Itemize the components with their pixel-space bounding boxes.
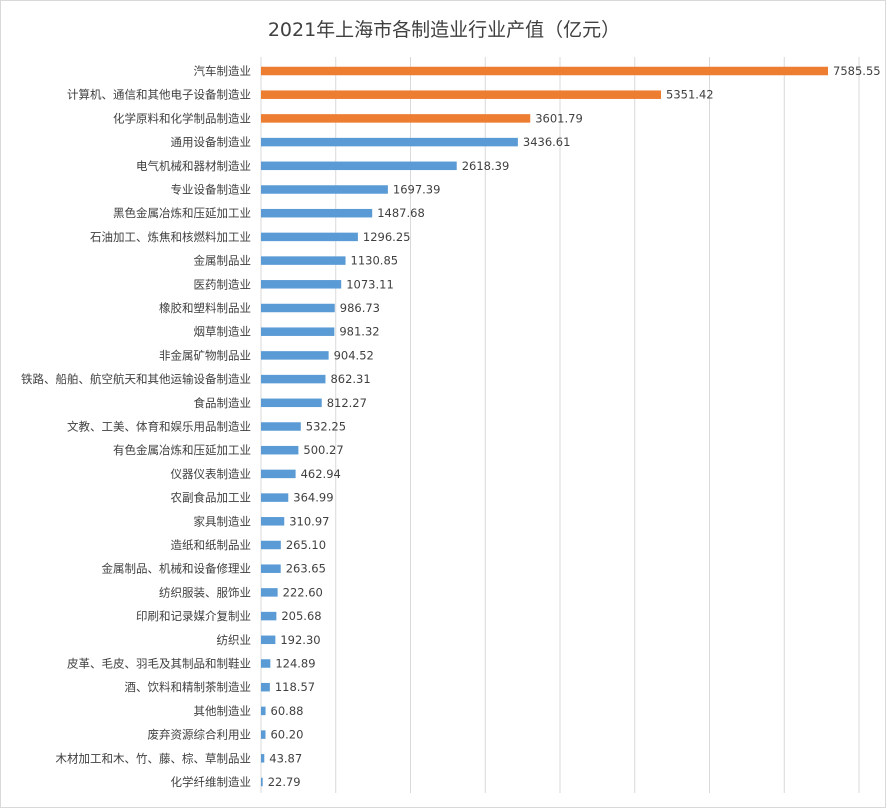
category-label: 化学纤维制造业 <box>171 775 252 789</box>
category-label: 有色金属冶炼和压延加工业 <box>113 443 251 457</box>
category-label: 酒、饮料和精制茶制造业 <box>125 680 252 694</box>
value-label: 981.32 <box>339 325 379 339</box>
labels: 汽车制造业 7585.55 计算机、通信和其他电子设备制造业 5351.42 化学原料和… <box>21 64 881 789</box>
bar <box>261 564 281 573</box>
bar <box>261 706 266 716</box>
value-label: 205.68 <box>281 609 321 623</box>
bar <box>261 469 296 479</box>
bar <box>261 493 289 502</box>
category-label: 皮革、毛皮、羽毛及其制品和制鞋业 <box>67 657 251 671</box>
bar <box>261 256 346 265</box>
bar <box>261 66 829 76</box>
category-label: 其他制造业 <box>194 704 252 718</box>
category-label: 造纸和纸制品业 <box>171 538 252 552</box>
bar <box>261 754 265 763</box>
bar <box>261 351 329 360</box>
bar <box>261 114 531 123</box>
bar <box>261 208 373 218</box>
category-label: 金属制品、机械和设备修理业 <box>102 562 252 576</box>
bar <box>261 730 266 739</box>
value-label: 3601.79 <box>535 111 583 125</box>
value-label: 1487.68 <box>377 206 425 220</box>
bar <box>261 303 335 313</box>
value-label: 862.31 <box>330 372 370 386</box>
value-label: 3436.61 <box>523 135 571 149</box>
category-label: 计算机、通信和其他电子设备制造业 <box>67 88 251 102</box>
category-label: 印刷和记录媒介复制业 <box>136 609 251 623</box>
bar <box>261 422 301 431</box>
value-label: 22.79 <box>268 775 301 789</box>
value-label: 986.73 <box>340 301 380 315</box>
value-label: 532.25 <box>306 420 346 434</box>
bar <box>261 777 263 787</box>
category-label: 家具制造业 <box>194 514 252 528</box>
category-label: 金属制品业 <box>194 254 252 268</box>
bar <box>261 517 285 526</box>
bar <box>261 327 335 336</box>
value-label: 1130.85 <box>351 254 399 268</box>
bar <box>261 659 271 668</box>
value-label: 60.20 <box>270 728 303 742</box>
value-label: 1697.39 <box>393 183 441 197</box>
category-label: 医药制造业 <box>194 277 252 291</box>
value-label: 1296.25 <box>363 230 411 244</box>
category-label: 纺织服装、服饰业 <box>159 585 251 599</box>
category-label: 化学原料和化学制品制造业 <box>113 111 251 125</box>
value-label: 904.52 <box>334 348 374 362</box>
bar <box>261 398 322 408</box>
bar <box>261 90 662 99</box>
bar <box>261 540 281 550</box>
category-label: 橡胶和塑料制品业 <box>159 301 251 315</box>
category-label: 食品制造业 <box>194 396 252 410</box>
category-label: 通用设备制造业 <box>171 135 252 149</box>
bar <box>261 185 388 194</box>
value-label: 364.99 <box>293 491 333 505</box>
value-label: 118.57 <box>275 680 315 694</box>
bar <box>261 611 277 621</box>
chart-title: 2021年上海市各制造业行业产值（亿元） <box>267 19 621 41</box>
bar <box>261 232 358 242</box>
value-label: 60.88 <box>271 704 304 718</box>
bar <box>261 280 342 289</box>
category-label: 黑色金属冶炼和压延加工业 <box>113 206 251 220</box>
bars <box>261 66 829 787</box>
category-label: 铁路、船舶、航空航天和其他运输设备制造业 <box>21 372 251 386</box>
bar <box>261 374 326 384</box>
value-label: 43.87 <box>269 751 302 765</box>
value-label: 310.97 <box>289 514 329 528</box>
value-label: 263.65 <box>286 562 326 576</box>
value-label: 812.27 <box>327 396 367 410</box>
bar <box>261 682 270 692</box>
category-label: 石油加工、炼焦和核燃料加工业 <box>90 230 251 244</box>
category-label: 烟草制造业 <box>194 325 252 339</box>
category-label: 农副食品加工业 <box>171 491 252 505</box>
category-label: 木材加工和木、竹、藤、棕、草制品业 <box>56 751 252 765</box>
value-label: 192.30 <box>280 633 320 647</box>
category-label: 专业设备制造业 <box>171 183 252 197</box>
category-label: 文教、工美、体育和娱乐用品制造业 <box>67 420 251 434</box>
value-label: 2618.39 <box>462 159 510 173</box>
category-label: 仪器仪表制造业 <box>171 467 252 481</box>
category-label: 废弃资源综合利用业 <box>148 728 252 742</box>
category-label: 汽车制造业 <box>194 64 252 78</box>
bar <box>261 635 276 645</box>
value-label: 5351.42 <box>666 88 714 102</box>
value-label: 500.27 <box>303 443 343 457</box>
value-label: 222.60 <box>283 585 323 599</box>
value-label: 1073.11 <box>346 277 394 291</box>
category-label: 非金属矿物制品业 <box>159 348 251 362</box>
category-label: 纺织业 <box>217 633 252 647</box>
category-label: 电气机械和器材制造业 <box>136 159 251 173</box>
bar <box>261 588 278 597</box>
bar <box>261 161 457 171</box>
value-label: 7585.55 <box>833 64 881 78</box>
value-label: 462.94 <box>301 467 341 481</box>
value-label: 124.89 <box>275 657 315 671</box>
value-label: 265.10 <box>286 538 326 552</box>
bar <box>261 137 518 147</box>
bar <box>261 445 299 455</box>
